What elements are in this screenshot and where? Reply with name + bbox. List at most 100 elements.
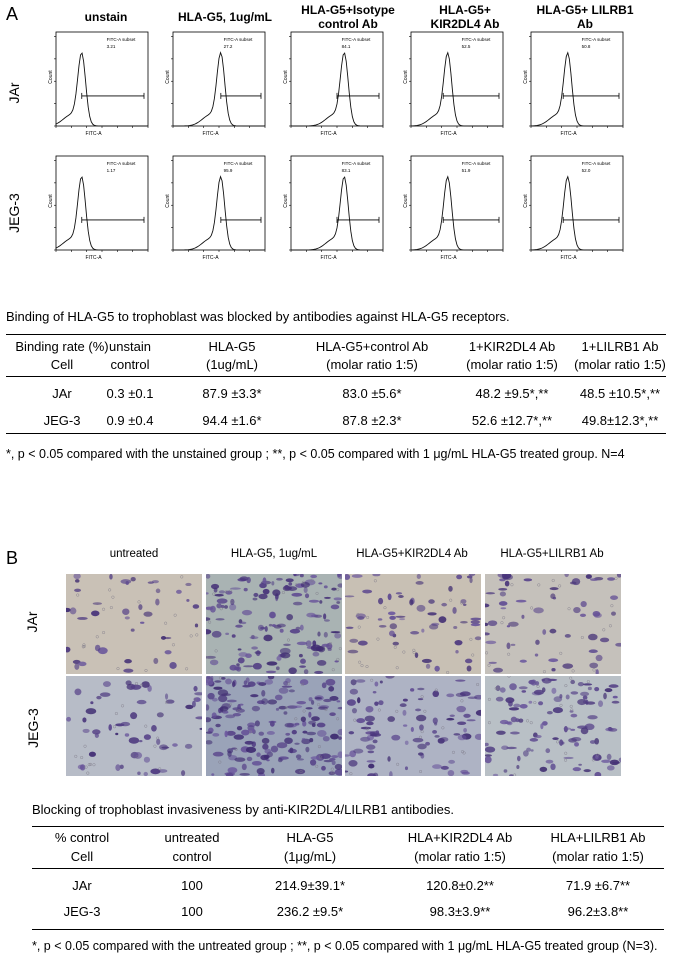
stained-cell xyxy=(498,601,508,606)
col-head-lilrb1: HLA-G5+ LILRB1 Ab xyxy=(536,3,634,31)
membrane-pore xyxy=(391,676,395,678)
table-cell: 52.6 ±12.7*,** xyxy=(471,413,553,428)
stained-cell xyxy=(321,643,330,647)
stained-cell xyxy=(286,613,294,621)
stained-cell xyxy=(421,658,432,663)
membrane-pore xyxy=(135,755,139,759)
flow-histogram: FITC-A subset 52.5 FITC-A Count xyxy=(403,31,504,137)
stained-cell xyxy=(569,710,574,713)
plot-frame xyxy=(55,155,149,251)
stained-cell xyxy=(618,757,621,763)
stained-cell xyxy=(523,578,533,582)
stained-cell xyxy=(206,606,212,610)
stained-cell xyxy=(574,742,580,747)
table-cell: 120.8±0.2** xyxy=(426,878,494,893)
stained-cell xyxy=(236,663,240,667)
stained-cell xyxy=(172,743,178,747)
stained-cell xyxy=(368,763,375,769)
membrane-pore xyxy=(580,635,584,639)
stained-cell xyxy=(526,747,532,752)
stained-cell xyxy=(453,733,461,736)
stained-cell xyxy=(224,730,228,738)
membrane-pore xyxy=(224,590,228,594)
table-cell: 98.3±3.9** xyxy=(429,904,491,919)
stained-cell xyxy=(284,722,294,728)
stained-cell xyxy=(243,665,254,668)
membrane-pore xyxy=(336,717,340,721)
stained-cell xyxy=(570,713,578,718)
stained-cell xyxy=(563,727,572,730)
stained-cell xyxy=(266,759,270,762)
stained-cell xyxy=(606,765,615,771)
stained-cell xyxy=(247,681,256,687)
stained-cell xyxy=(409,599,414,606)
stained-cell xyxy=(72,659,81,664)
membrane-pore xyxy=(328,641,332,645)
y-axis-label: Count xyxy=(165,70,171,84)
membrane-pore xyxy=(82,643,86,647)
membrane-pore xyxy=(608,624,612,628)
stained-cell xyxy=(455,650,459,654)
gate-label: FITC-A subset xyxy=(582,37,612,42)
stained-cell xyxy=(275,666,280,671)
stained-cell xyxy=(140,621,145,624)
stained-cell xyxy=(270,767,275,774)
membrane-pore xyxy=(336,588,340,592)
membrane-pore xyxy=(434,688,438,692)
stained-cell xyxy=(293,574,300,577)
stained-cell xyxy=(296,641,308,646)
stained-cell xyxy=(609,759,620,766)
membrane-pore xyxy=(318,755,322,759)
flow-histogram: FITC-A subset 27.2 FITC-A Count xyxy=(165,31,266,137)
stained-cell xyxy=(260,754,269,761)
stained-cell xyxy=(349,638,359,643)
stained-cell xyxy=(611,611,616,616)
membrane-pore xyxy=(92,763,96,767)
table-header-cell: Cell xyxy=(70,849,94,864)
stained-cell xyxy=(257,624,264,631)
stained-cell xyxy=(377,618,383,621)
membrane-pore xyxy=(219,607,223,611)
stained-cell xyxy=(216,603,222,609)
membrane-pore xyxy=(156,736,160,740)
table-a-footnote: *, p < 0.05 compared with the unstained … xyxy=(6,447,625,461)
stained-cell xyxy=(206,655,216,659)
stained-cell xyxy=(258,731,265,736)
stained-cell xyxy=(305,707,313,710)
stained-cell xyxy=(254,651,262,655)
membrane-pore xyxy=(383,606,387,610)
membrane-pore xyxy=(412,648,416,652)
stained-cell xyxy=(345,770,349,773)
stained-cell xyxy=(446,717,455,721)
stained-cell xyxy=(538,701,544,706)
membrane-pore xyxy=(74,754,78,758)
table-cell: 48.2 ±9.5*,** xyxy=(475,386,549,401)
table-cell: 100 xyxy=(181,904,203,919)
stained-cell xyxy=(119,764,124,770)
stained-cell xyxy=(302,730,308,734)
table-cell: 96.2±3.8** xyxy=(567,904,629,919)
membrane-pore xyxy=(571,669,575,673)
stained-cell xyxy=(284,737,293,744)
stained-cell xyxy=(434,665,440,672)
stained-cell xyxy=(310,759,317,766)
membrane-pore xyxy=(551,578,555,582)
stained-cell xyxy=(193,697,201,702)
stained-cell xyxy=(136,699,147,705)
stained-cell xyxy=(232,707,242,711)
stained-cell xyxy=(155,588,161,594)
histogram-curve xyxy=(55,52,148,127)
stained-cell xyxy=(467,696,478,700)
stained-cell xyxy=(324,596,331,599)
stained-cell xyxy=(192,604,200,609)
stained-cell xyxy=(564,634,571,638)
membrane-pore xyxy=(218,760,222,764)
stained-cell xyxy=(321,682,327,689)
stained-cell xyxy=(122,608,130,615)
membrane-pore xyxy=(102,631,106,635)
stained-cell xyxy=(186,599,190,602)
stained-cell xyxy=(585,574,592,579)
stained-cell xyxy=(528,679,536,685)
stained-cell xyxy=(246,576,251,584)
membrane-pore xyxy=(189,634,193,638)
